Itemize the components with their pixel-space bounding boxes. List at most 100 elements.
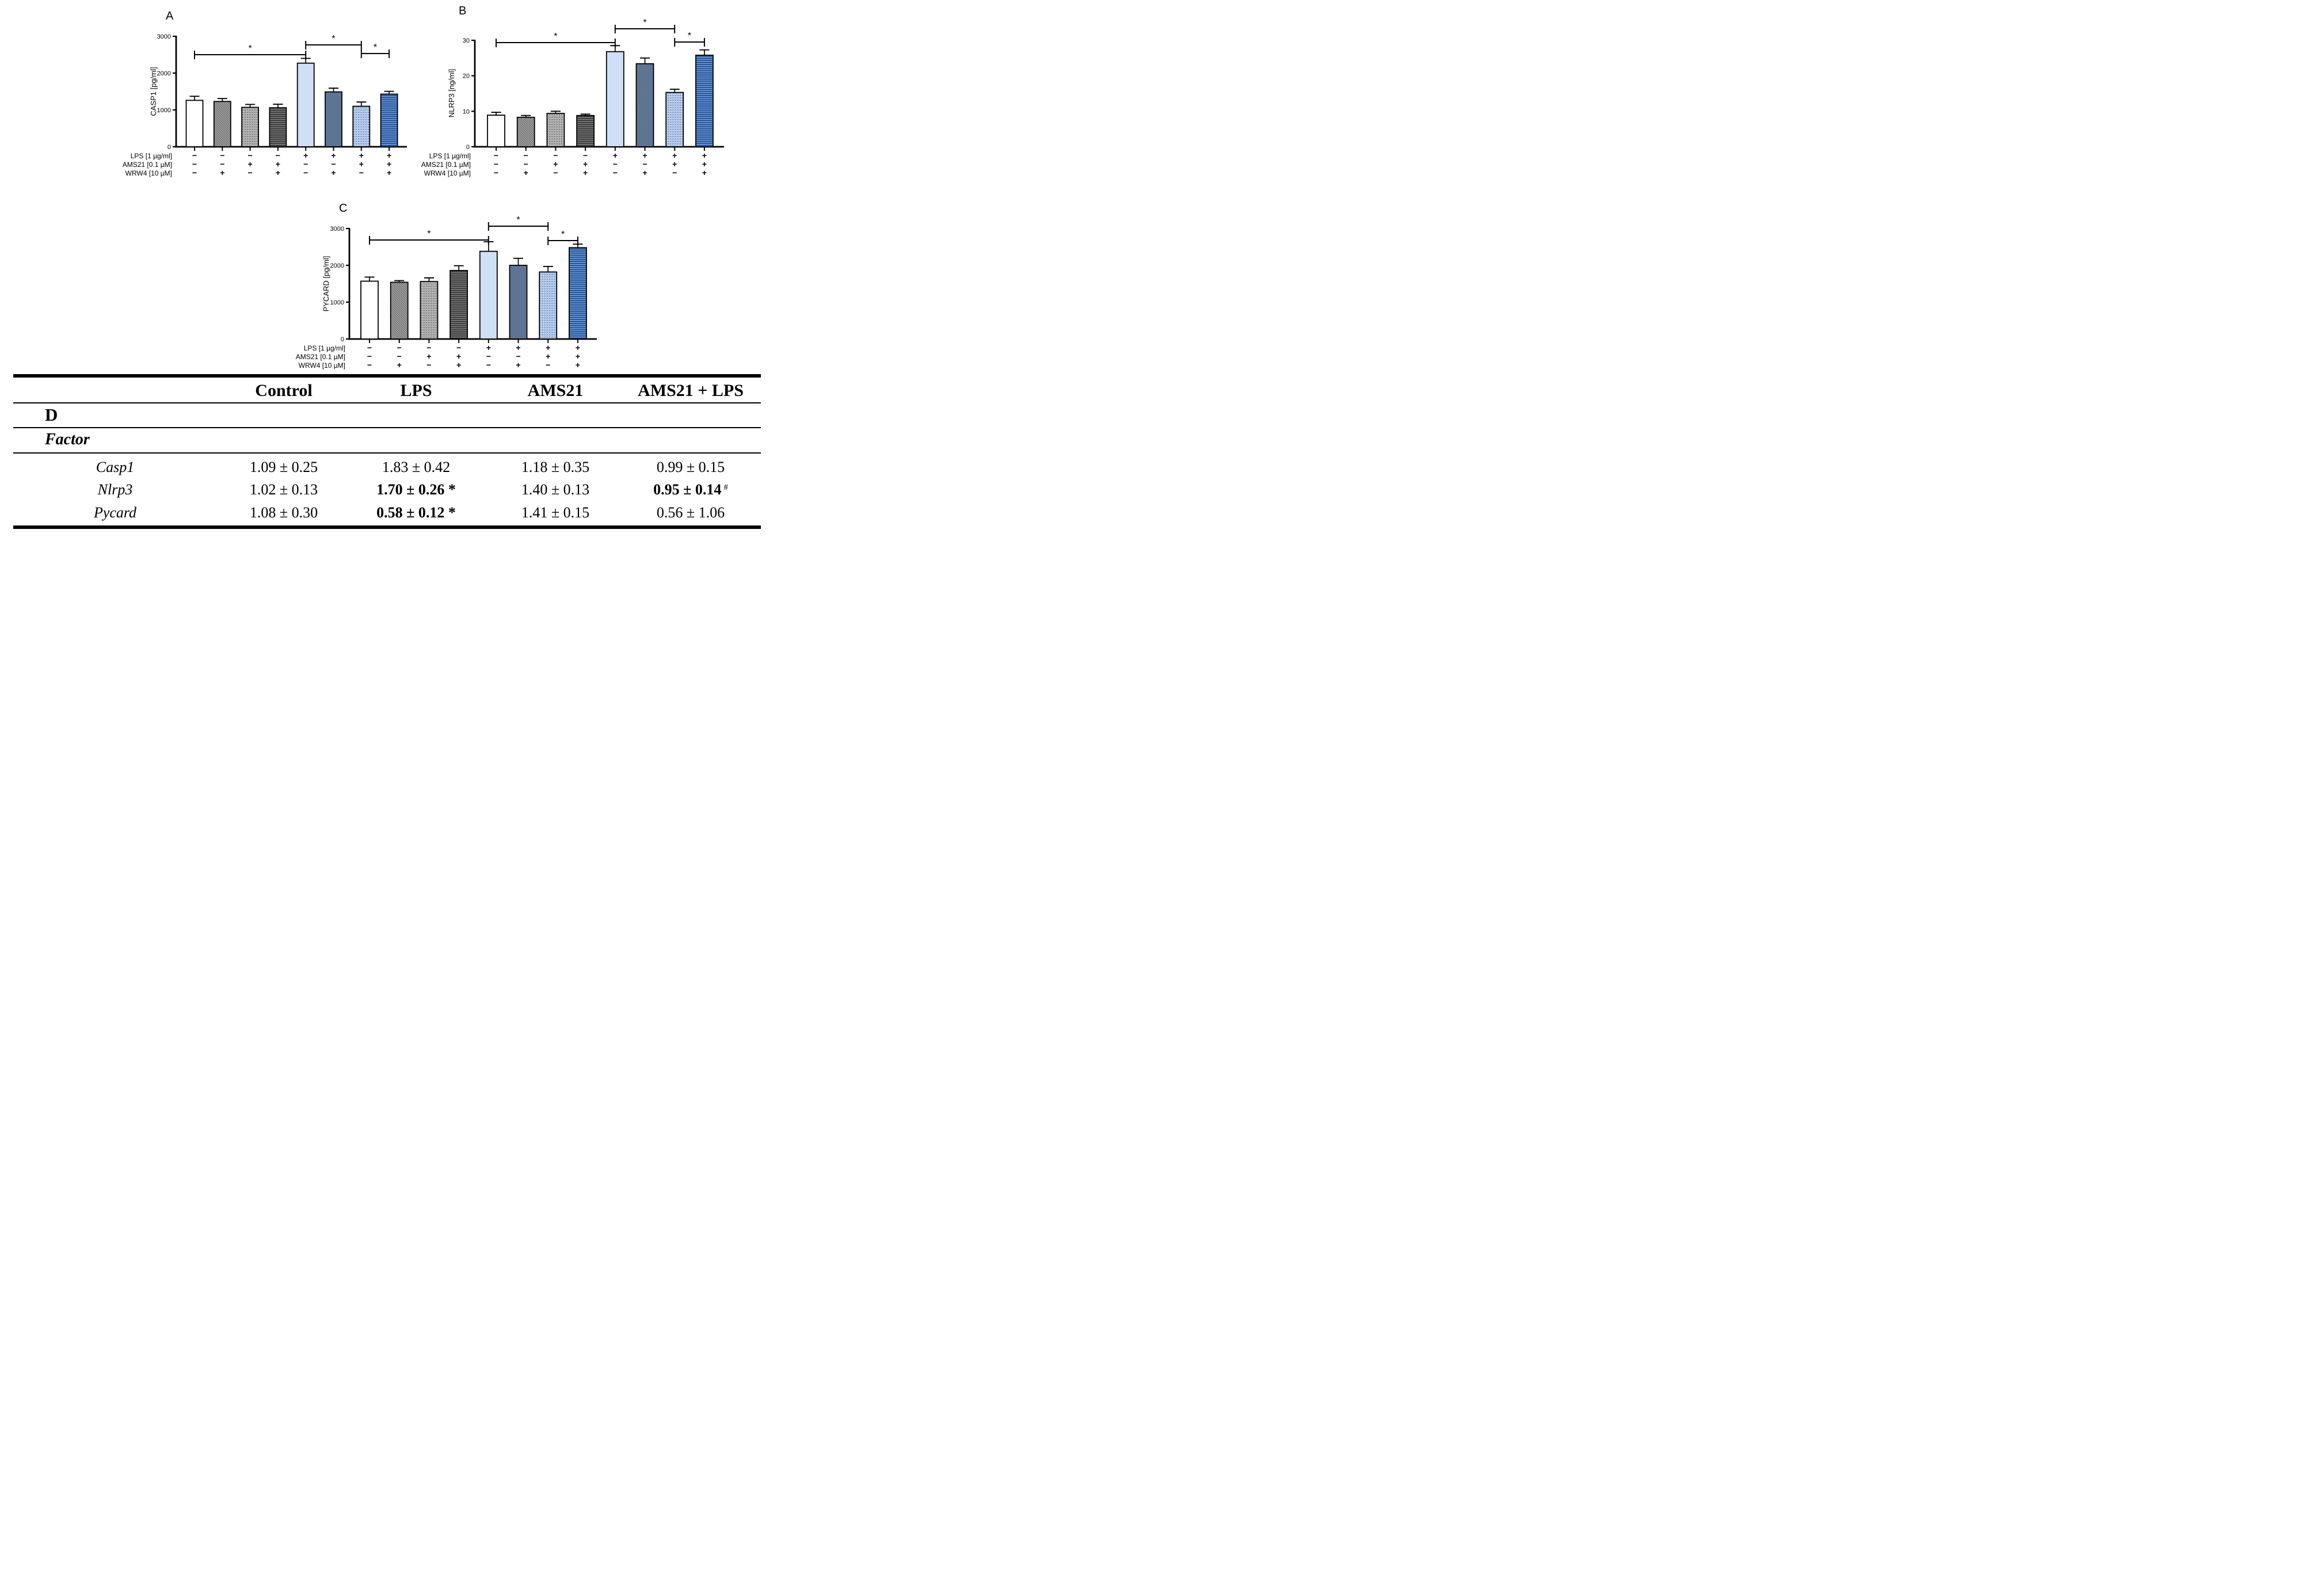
- treatment-sign: +: [276, 159, 280, 169]
- treatment-sign: +: [546, 343, 550, 352]
- table-header-control: Control: [255, 381, 313, 400]
- treatment-label: LPS [1 µg/ml]: [304, 344, 345, 352]
- treatment-sign: −: [494, 159, 498, 169]
- panel-letter: C: [339, 202, 347, 215]
- treatment-sign: −: [367, 343, 372, 352]
- treatment-sign: +: [303, 151, 308, 160]
- bar: [539, 271, 558, 340]
- treatment-sign: −: [248, 151, 253, 160]
- treatment-sign: +: [553, 159, 558, 169]
- treatment-sign: −: [220, 159, 224, 169]
- bar: [695, 55, 714, 147]
- y-axis-tick-label: 1000: [157, 107, 171, 114]
- y-axis-tick-label: 20: [463, 73, 470, 80]
- bar: [269, 107, 287, 147]
- treatment-sign: −: [583, 151, 588, 160]
- treatment-sign: +: [546, 352, 550, 361]
- treatment-sign: +: [456, 360, 461, 370]
- treatment-label: WRW4 [10 µM]: [125, 169, 172, 177]
- y-axis-tick-label: 0: [466, 144, 470, 151]
- significance-star: *: [561, 230, 565, 239]
- bar: [390, 281, 409, 340]
- treatment-sign: −: [486, 360, 491, 370]
- treatment-label: LPS [1 µg/ml]: [131, 152, 172, 160]
- significance-star: *: [374, 43, 377, 52]
- panel-c: C 0 1000 2000 3000 PYCARD [pg/ml] * * * LPS [1 µg…: [296, 202, 597, 370]
- table-rule: [13, 452, 761, 454]
- treatment-sign: −: [192, 159, 197, 169]
- treatment-sign: +: [456, 352, 461, 361]
- bar: [325, 91, 342, 147]
- treatment-sign: +: [583, 168, 588, 177]
- bar: [665, 92, 684, 147]
- treatment-sign: −: [613, 168, 618, 177]
- y-axis-title: CASP1 [pg/ml]: [149, 67, 158, 116]
- significance-star: *: [516, 215, 520, 225]
- bar: [185, 100, 204, 147]
- treatment-sign: +: [516, 360, 520, 370]
- treatment-sign: −: [367, 352, 372, 361]
- significance-star: *: [643, 18, 646, 28]
- table-bottom-border: [13, 525, 761, 529]
- y-axis-tick-label: 3000: [330, 226, 344, 233]
- treatment-sign: −: [642, 159, 647, 169]
- table-rule: [13, 402, 761, 403]
- table-header-ams21: AMS21: [527, 381, 584, 400]
- treatment-sign: +: [613, 151, 618, 160]
- bar: [380, 93, 398, 147]
- treatment-sign: +: [276, 168, 280, 177]
- casp1-lps: 1.83 ± 0.42: [382, 459, 451, 475]
- table-header-ams21-lps: AMS21 + LPS: [638, 381, 744, 400]
- treatment-sign: −: [303, 168, 308, 177]
- bar: [213, 101, 231, 147]
- panel-letter: A: [166, 10, 174, 22]
- bar: [450, 270, 468, 340]
- treatment-sign: −: [397, 352, 402, 361]
- treatment-sign: −: [546, 360, 550, 370]
- bar: [352, 105, 371, 147]
- treatment-sign: +: [702, 151, 707, 160]
- bar: [241, 106, 260, 147]
- treatment-sign: +: [387, 168, 391, 177]
- treatment-sign: +: [387, 159, 391, 169]
- bar: [487, 115, 505, 147]
- treatment-sign: −: [672, 168, 677, 177]
- nlrp3-ams21-lps: 0.95 ± 0.14 #: [653, 481, 728, 498]
- treatment-sign: −: [359, 168, 364, 177]
- treatment-sign: −: [553, 168, 558, 177]
- treatment-sign: +: [642, 168, 647, 177]
- treatment-sign: −: [524, 159, 528, 169]
- bar: [635, 63, 654, 147]
- treatment-sign: +: [248, 159, 253, 169]
- pycard-control: 1.08 ± 0.30: [249, 504, 318, 521]
- bar: [605, 51, 624, 147]
- table-top-border: [13, 374, 761, 378]
- significance-star: *: [427, 229, 431, 239]
- treatment-sign: −: [486, 352, 491, 361]
- treatment-sign: +: [331, 151, 336, 160]
- bar: [516, 116, 535, 147]
- pycard-ams21-lps: 0.56 ± 1.06: [656, 504, 725, 521]
- table-rule: [13, 427, 761, 428]
- factor-column-header: Factor: [45, 431, 90, 448]
- casp1-control: 1.09 ± 0.25: [249, 459, 318, 475]
- treatment-sign: −: [426, 343, 431, 352]
- figure-page: A 0 1000 2000 3000 CASP1 [pg/ml] * * * LPS [1 µg/…: [0, 0, 771, 532]
- bar: [569, 247, 587, 340]
- treatment-sign: +: [387, 151, 391, 160]
- nlrp3-ams21: 1.40 ± 0.13: [521, 481, 590, 498]
- treatment-label: AMS21 [0.1 µM]: [296, 353, 345, 361]
- treatment-sign: −: [613, 159, 618, 169]
- treatment-sign: +: [672, 151, 677, 160]
- treatment-sign: +: [576, 343, 580, 352]
- treatment-label: WRW4 [10 µM]: [299, 361, 345, 370]
- nlrp3-control: 1.02 ± 0.13: [249, 481, 318, 498]
- bar: [509, 265, 528, 340]
- treatment-label: AMS21 [0.1 µM]: [421, 161, 471, 169]
- treatment-sign: −: [553, 151, 558, 160]
- treatment-sign: −: [220, 151, 224, 160]
- bar: [576, 115, 595, 147]
- treatment-sign: +: [576, 352, 580, 361]
- row-label-nlrp3: Nlrp3: [97, 481, 133, 498]
